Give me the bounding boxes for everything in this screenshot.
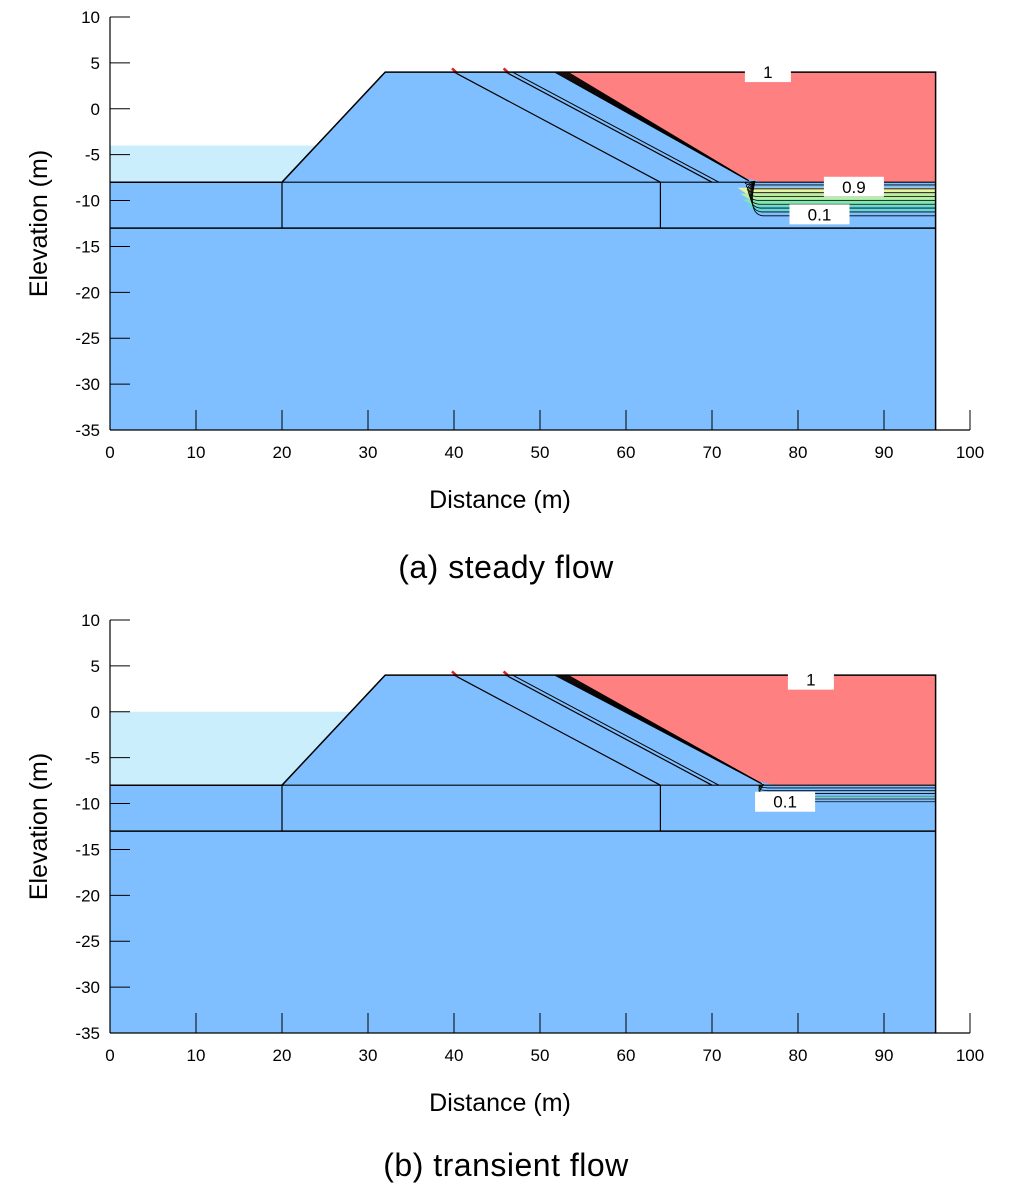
zone-boundary xyxy=(453,71,661,183)
x-tick-label: 70 xyxy=(703,443,722,462)
contour-label: 0.9 xyxy=(842,178,866,197)
contour-line xyxy=(747,180,936,197)
x-axis-title: Distance (m) xyxy=(429,1089,571,1117)
x-tick-label: 10 xyxy=(187,1046,206,1065)
y-axis-title: Elevation (m) xyxy=(25,150,53,297)
y-axis-title: Elevation (m) xyxy=(25,753,53,900)
y-tick-label: -5 xyxy=(85,749,100,768)
x-tick-label: 80 xyxy=(789,1046,808,1065)
y-tick-label: 5 xyxy=(91,54,100,73)
contour-label-box xyxy=(823,176,884,197)
zone-boundary xyxy=(512,71,720,183)
contour-label: 0.1 xyxy=(773,793,797,812)
y-tick-label: 5 xyxy=(91,657,100,676)
contour-line xyxy=(748,181,936,201)
y-tick-label: -20 xyxy=(75,886,100,905)
y-tick-label: -35 xyxy=(75,421,100,440)
foundation-soil xyxy=(110,182,936,430)
contour-label: 1 xyxy=(806,671,815,690)
x-tick-label: 20 xyxy=(273,1046,292,1065)
contour-line xyxy=(567,71,750,182)
x-tick-label: 100 xyxy=(956,1046,984,1065)
x-tick-label: 30 xyxy=(359,443,378,462)
contour-label-box xyxy=(755,791,816,812)
contour-line xyxy=(752,181,936,217)
x-tick-label: 70 xyxy=(703,1046,722,1065)
y-tick-label: -30 xyxy=(75,978,100,997)
x-tick-label: 60 xyxy=(617,443,636,462)
chart-steady-flow: 0 10 20 30 40 50 60 70 80 90 1001050-5-10-15-20-25… xyxy=(25,8,984,585)
y-tick-label: -25 xyxy=(75,932,100,951)
reservoir-water xyxy=(110,145,317,183)
contour-label-box xyxy=(744,62,791,83)
x-tick-label: 0 xyxy=(105,443,114,462)
x-tick-label: 100 xyxy=(956,443,984,462)
y-tick-label: 0 xyxy=(91,703,100,722)
y-tick-label: -35 xyxy=(75,1024,100,1043)
x-tick-label: 40 xyxy=(445,443,464,462)
x-tick-label: 0 xyxy=(105,1046,114,1065)
zone-boundary xyxy=(505,674,713,786)
x-tick-label: 30 xyxy=(359,1046,378,1065)
x-tick-label: 80 xyxy=(789,443,808,462)
x-tick-label: 20 xyxy=(273,443,292,462)
y-tick-label: -20 xyxy=(75,283,100,302)
x-tick-label: 10 xyxy=(187,443,206,462)
zone-boundary xyxy=(512,674,720,786)
y-tick-label: 10 xyxy=(81,611,100,630)
y-tick-label: -25 xyxy=(75,329,100,348)
y-tick-label: 10 xyxy=(81,8,100,27)
x-tick-label: 50 xyxy=(531,1046,550,1065)
y-tick-label: -10 xyxy=(75,192,100,211)
zone-boundary xyxy=(505,71,713,183)
contour-label-box xyxy=(787,669,834,690)
figure-caption: (b) transient flow xyxy=(383,1147,629,1183)
x-axis-title: Distance (m) xyxy=(429,486,571,514)
contour-label: 1 xyxy=(763,63,772,82)
x-tick-label: 50 xyxy=(531,443,550,462)
contour-label-box xyxy=(789,204,850,225)
x-tick-label: 90 xyxy=(875,1046,894,1065)
reservoir-water xyxy=(110,711,351,786)
y-tick-label: -15 xyxy=(75,237,100,256)
contour-label: 0.1 xyxy=(808,205,832,224)
x-tick-label: 90 xyxy=(875,443,894,462)
y-tick-label: -30 xyxy=(75,375,100,394)
y-tick-label: -5 xyxy=(85,146,100,165)
y-tick-label: -15 xyxy=(75,840,100,859)
figure-caption: (a) steady flow xyxy=(398,549,614,585)
y-tick-label: 0 xyxy=(91,100,100,119)
y-tick-label: -10 xyxy=(75,795,100,814)
x-tick-label: 40 xyxy=(445,1046,464,1065)
chart-transient-flow: 0 10 20 30 40 50 60 70 80 90 1001050-5-10-15-20-25… xyxy=(25,611,984,1183)
x-tick-label: 60 xyxy=(617,1046,636,1065)
contour-line xyxy=(746,180,936,194)
contour-line xyxy=(567,674,763,785)
zone-boundary xyxy=(453,674,661,786)
foundation-soil xyxy=(110,785,936,1033)
saturated-zone xyxy=(557,675,936,786)
saturated-zone xyxy=(557,72,936,183)
